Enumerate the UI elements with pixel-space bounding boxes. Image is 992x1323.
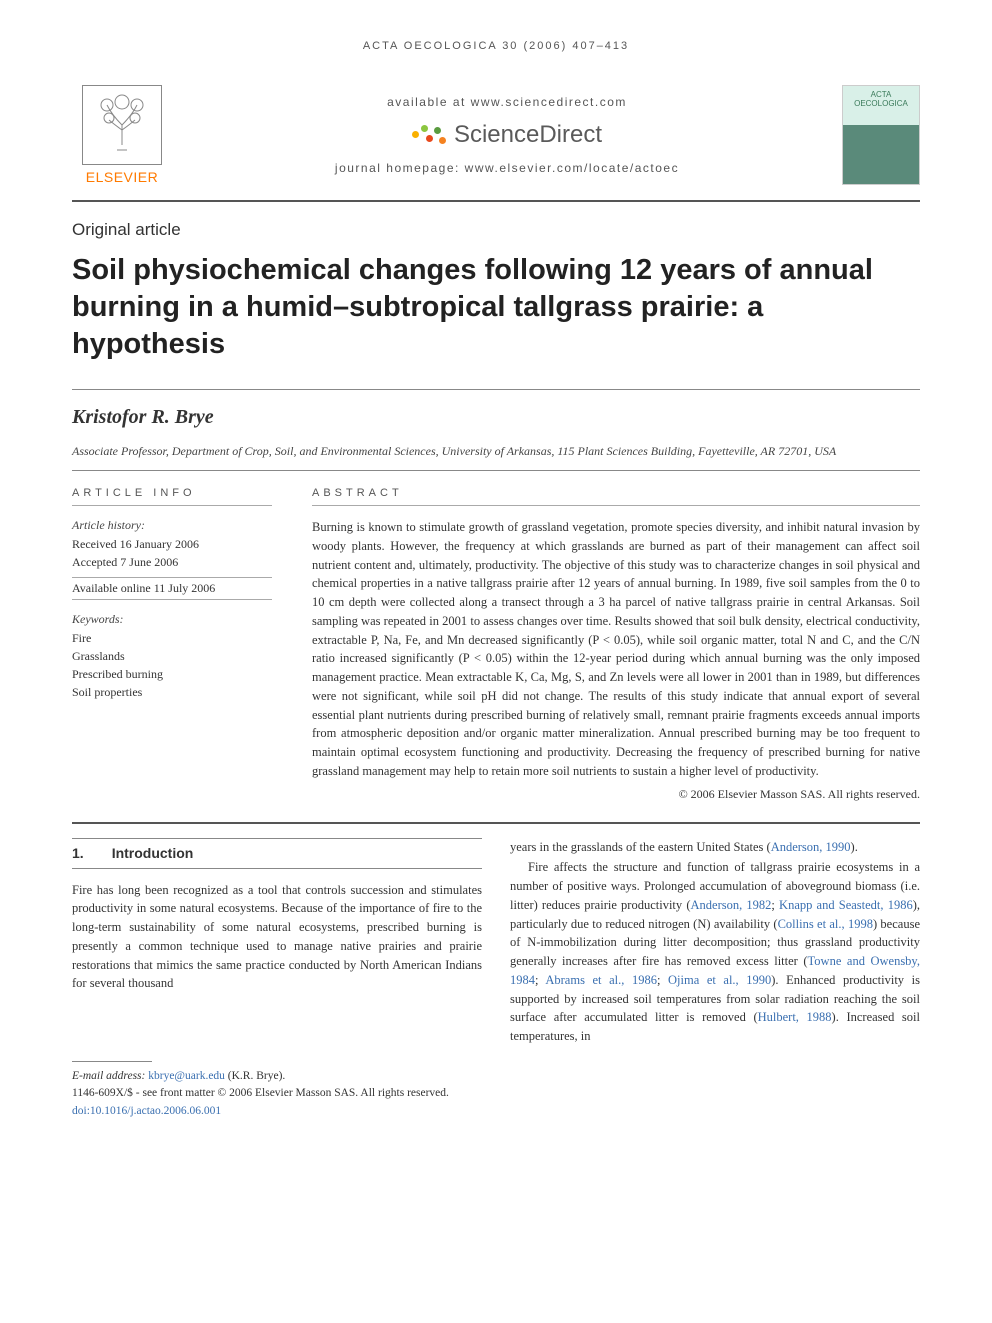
- citation-link[interactable]: Abrams et al., 1986: [545, 973, 657, 987]
- abstract-text: Burning is known to stimulate growth of …: [312, 518, 920, 781]
- body-column-right: years in the grasslands of the eastern U…: [510, 838, 920, 1120]
- citation-link[interactable]: Anderson, 1990: [771, 840, 851, 854]
- history-label: Article history:: [72, 518, 272, 533]
- homepage-text: journal homepage: www.elsevier.com/locat…: [335, 161, 679, 175]
- sciencedirect-dots-icon: [412, 123, 448, 147]
- history-accepted: Accepted 7 June 2006: [72, 553, 272, 571]
- copyright-line: © 2006 Elsevier Masson SAS. All rights r…: [312, 787, 920, 802]
- meta-row: ARTICLE INFO Article history: Received 1…: [72, 487, 920, 802]
- body-rule: [72, 822, 920, 824]
- journal-thumb-title2: OECOLOGICA: [854, 99, 908, 108]
- email-label: E-mail address:: [72, 1070, 148, 1082]
- citation-link[interactable]: Ojima et al., 1990: [668, 973, 771, 987]
- elsevier-wordmark: ELSEVIER: [86, 169, 158, 185]
- paragraph: years in the grasslands of the eastern U…: [510, 838, 920, 857]
- journal-thumb-title1: ACTA: [871, 90, 892, 99]
- body-columns: 1. Introduction Fire has long been recog…: [72, 838, 920, 1120]
- keyword-item: Prescribed burning: [72, 665, 272, 683]
- section-heading: 1. Introduction: [72, 838, 482, 869]
- section-title: Introduction: [112, 843, 194, 864]
- title-rule: [72, 389, 920, 390]
- email-link[interactable]: kbrye@uark.edu: [148, 1070, 225, 1082]
- article-info-block: ARTICLE INFO Article history: Received 1…: [72, 487, 272, 802]
- sciencedirect-logo: ScienceDirect: [412, 121, 602, 149]
- keywords-label: Keywords:: [72, 612, 272, 627]
- article-info-label: ARTICLE INFO: [72, 487, 272, 499]
- doi-line: doi:10.1016/j.actao.2006.06.001: [72, 1103, 482, 1120]
- keyword-item: Grasslands: [72, 647, 272, 665]
- article-title: Soil physiochemical changes following 12…: [72, 252, 920, 363]
- footer-rule: [72, 1061, 152, 1062]
- affiliation-rule: [72, 470, 920, 471]
- section-number: 1.: [72, 843, 84, 864]
- keyword-item: Fire: [72, 629, 272, 647]
- journal-cover-thumb: ACTA OECOLOGICA: [842, 85, 920, 185]
- author-affiliation: Associate Professor, Department of Crop,…: [72, 443, 920, 460]
- history-received: Received 16 January 2006: [72, 535, 272, 553]
- keyword-item: Soil properties: [72, 683, 272, 701]
- header-rule: [72, 200, 920, 202]
- abstract-block: ABSTRACT Burning is known to stimulate g…: [312, 487, 920, 802]
- doi-link[interactable]: 10.1016/j.actao.2006.06.001: [90, 1105, 221, 1117]
- doi-label: doi:: [72, 1105, 90, 1117]
- info-rule: [72, 505, 272, 506]
- header-center: available at www.sciencedirect.com Scien…: [172, 95, 842, 175]
- citation-link[interactable]: Hulbert, 1988: [758, 1010, 832, 1024]
- sciencedirect-wordmark: ScienceDirect: [454, 121, 602, 149]
- history-online: Available online 11 July 2006: [72, 577, 272, 600]
- header-band: ELSEVIER available at www.sciencedirect.…: [72, 80, 920, 190]
- email-line: E-mail address: kbrye@uark.edu (K.R. Bry…: [72, 1068, 482, 1085]
- running-head: ACTA OECOLOGICA 30 (2006) 407–413: [72, 40, 920, 52]
- available-at-text: available at www.sciencedirect.com: [387, 95, 627, 109]
- body-column-left: 1. Introduction Fire has long been recog…: [72, 838, 482, 1120]
- citation-link[interactable]: Collins et al., 1998: [778, 917, 873, 931]
- citation-link[interactable]: Knapp and Seastedt, 1986: [779, 898, 913, 912]
- paragraph: Fire affects the structure and function …: [510, 858, 920, 1046]
- email-suffix: (K.R. Brye).: [225, 1070, 285, 1082]
- author-name: Kristofor R. Brye: [72, 406, 920, 429]
- article-type: Original article: [72, 220, 920, 240]
- abstract-label: ABSTRACT: [312, 487, 920, 499]
- paragraph: Fire has long been recognized as a tool …: [72, 881, 482, 994]
- abstract-rule: [312, 505, 920, 506]
- elsevier-tree-icon: [82, 85, 162, 165]
- front-matter-line: 1146-609X/$ - see front matter © 2006 El…: [72, 1085, 482, 1102]
- footer-block: E-mail address: kbrye@uark.edu (K.R. Bry…: [72, 1053, 482, 1120]
- elsevier-logo: ELSEVIER: [72, 80, 172, 190]
- citation-link[interactable]: Anderson, 1982: [691, 898, 772, 912]
